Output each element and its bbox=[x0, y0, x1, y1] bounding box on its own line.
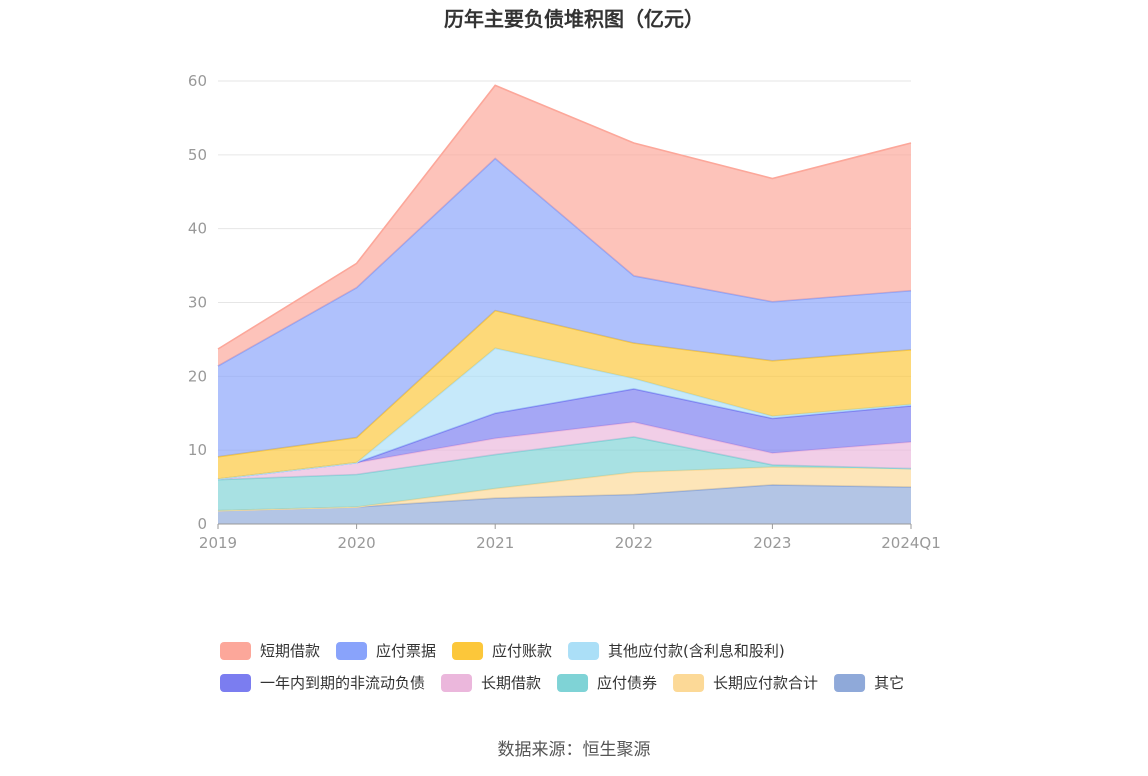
x-tick-label: 2019 bbox=[199, 534, 237, 552]
data-source-note: 数据来源：恒生聚源 bbox=[498, 740, 651, 760]
legend-item[interactable]: 短期借款 bbox=[220, 642, 320, 660]
area-series-1 bbox=[218, 467, 911, 511]
area-series-6 bbox=[218, 310, 911, 479]
legend-item[interactable]: 其他应付款(含利息和股利) bbox=[568, 642, 785, 660]
legend-item[interactable]: 应付票据 bbox=[336, 642, 436, 660]
x-tick-label: 2021 bbox=[476, 534, 514, 552]
legend-item[interactable]: 一年内到期的非流动负债 bbox=[220, 674, 425, 692]
y-tick-label: 50 bbox=[188, 146, 207, 164]
y-tick-label: 10 bbox=[188, 441, 207, 459]
legend-label: 其他应付款(含利息和股利) bbox=[608, 642, 785, 660]
x-tick-label: 2024Q1 bbox=[881, 534, 941, 552]
legend-swatch bbox=[568, 642, 600, 660]
area-series-7 bbox=[218, 158, 911, 457]
axes: 2019 2020 2021 2022 2023 2024Q1 bbox=[199, 523, 941, 552]
legend-label: 应付账款 bbox=[492, 642, 552, 660]
legend-item[interactable]: 应付债券 bbox=[557, 674, 657, 692]
legend-label: 长期应付款合计 bbox=[713, 674, 818, 692]
x-tick-label: 2022 bbox=[615, 534, 653, 552]
legend-swatch bbox=[834, 674, 866, 692]
area-series-line-8 bbox=[217, 84, 912, 350]
legend-item[interactable]: 长期应付款合计 bbox=[673, 674, 818, 692]
x-tick-label: 2023 bbox=[753, 534, 791, 552]
y-tick-label: 30 bbox=[188, 294, 207, 312]
legend-label: 长期借款 bbox=[481, 674, 541, 692]
y-tick-label: 40 bbox=[188, 220, 207, 238]
area-series-0 bbox=[218, 484, 911, 524]
legend-item[interactable]: 长期借款 bbox=[441, 674, 541, 692]
area-series-3 bbox=[218, 422, 911, 480]
legend-label: 应付票据 bbox=[376, 642, 436, 660]
y-tick-label: 20 bbox=[188, 367, 207, 385]
area-series-layer bbox=[217, 84, 912, 524]
legend-label: 其它 bbox=[874, 674, 904, 692]
x-tick-label: 2020 bbox=[338, 534, 376, 552]
area-series-8 bbox=[218, 85, 911, 367]
legend-swatch bbox=[220, 674, 251, 692]
y-tick-label: 0 bbox=[197, 515, 207, 533]
y-tick-label: 60 bbox=[188, 72, 207, 90]
chart-title: 历年主要负债堆积图（亿元） bbox=[444, 7, 704, 31]
legend: 短期借款 应付票据 应付账款 其他应付款(含利息和股利) 一年内到期的非流动负债 长期借款… bbox=[220, 642, 904, 692]
legend-swatch bbox=[452, 642, 484, 660]
legend-label: 一年内到期的非流动负债 bbox=[260, 674, 425, 692]
legend-swatch bbox=[673, 674, 705, 692]
legend-swatch bbox=[557, 674, 589, 692]
legend-swatch bbox=[220, 642, 251, 660]
legend-label: 短期借款 bbox=[260, 642, 320, 660]
legend-item[interactable]: 应付账款 bbox=[452, 642, 552, 660]
legend-item[interactable]: 其它 bbox=[834, 674, 904, 692]
legend-swatch bbox=[336, 642, 368, 660]
area-series-5 bbox=[218, 348, 911, 479]
area-series-2 bbox=[218, 436, 911, 511]
legend-swatch bbox=[441, 674, 473, 692]
legend-label: 应付债券 bbox=[597, 674, 657, 692]
